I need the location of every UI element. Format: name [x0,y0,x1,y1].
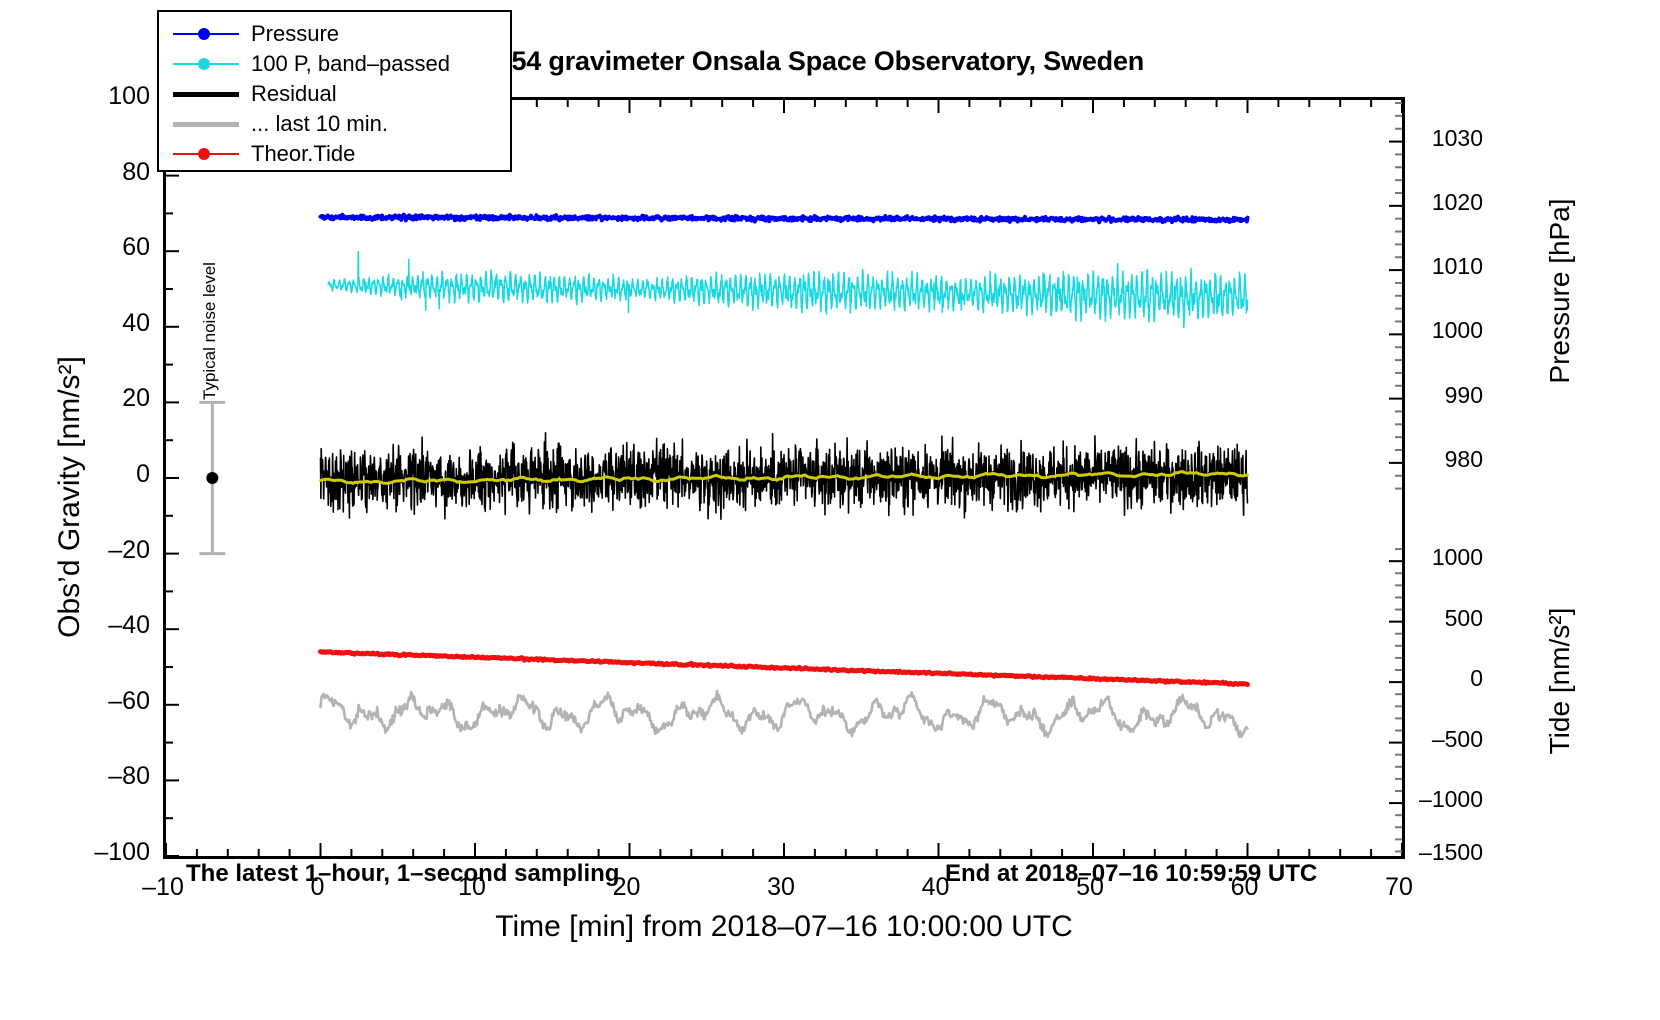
y-axis-label-tide: Tide [nm/s²] [1544,607,1575,755]
tide-tick-label: 1000 [1431,544,1483,571]
noise-level-label: Typical noise level [200,262,219,400]
page-title: SCG_054 gravimeter Onsala Space Observat… [423,46,1145,76]
legend-marker-icon [198,58,210,70]
legend-item-0[interactable]: Pressure [159,19,510,49]
x-tick-label: 30 [767,873,795,901]
pressure-tick-label: 1030 [1431,124,1483,151]
y-tick-label: 20 [122,384,150,413]
legend-line-icon [173,122,239,127]
y-tick-label: 80 [122,157,150,186]
legend-item-4[interactable]: Theor.Tide [159,139,510,169]
legend-item-1[interactable]: 100 P, band–passed [159,49,510,79]
pressure-tick-label: 980 [1444,445,1483,472]
pressure-tick-label: 990 [1444,381,1483,408]
y-axis-label-pressure: Pressure [hPa] [1544,198,1575,384]
x-tick-label: –10 [142,873,184,901]
footer-note-right: End at 2018–07–16 10:59:59 UTC [945,860,1318,887]
tide-tick-label: –1000 [1419,786,1483,813]
plot-area[interactable] [163,97,1405,859]
legend-marker-icon [198,148,210,160]
y-tick-label: 0 [136,460,150,488]
pressure-tick-label: 1010 [1431,253,1483,280]
legend-swatch [159,139,251,169]
plot-canvas [166,100,1402,856]
legend-item-3[interactable]: ... last 10 min. [159,109,510,139]
legend-item-label: Theor.Tide [251,141,356,166]
tide-tick-label: 0 [1470,665,1483,692]
x-tick-label: 60 [1230,873,1259,901]
y-tick-label: –100 [94,838,150,866]
x-tick-label: 10 [458,873,486,901]
y-tick-label: 40 [122,308,150,337]
pressure-tick-label: 1000 [1431,317,1483,344]
legend-item-label: Residual [251,81,337,106]
legend-item-label: 100 P, band–passed [251,51,450,76]
y-tick-label: –20 [108,535,150,564]
x-tick-label: 50 [1076,873,1104,901]
pressure-tick-label: 1020 [1431,188,1483,215]
tide-tick-label: –1500 [1419,839,1483,865]
legend-item-label: Pressure [251,21,340,46]
footer-note-left: The latest 1–hour, 1–second sampling [186,860,620,887]
x-tick-label: 0 [310,873,325,901]
x-tick-label: 20 [612,873,641,901]
x-tick-label: 40 [921,873,950,901]
legend-item-label: ... last 10 min. [251,111,388,136]
legend-marker-icon [198,28,210,40]
legend-line-icon [173,92,239,97]
y-tick-label: –60 [108,686,150,715]
y-tick-label: –40 [108,611,150,640]
legend-item-2[interactable]: Residual [159,79,510,109]
x-axis-label: Time [min] from 2018–07–16 10:00:00 UTC [495,910,1073,943]
legend-swatch [159,49,251,79]
tide-tick-label: 500 [1444,604,1483,631]
legend-swatch [159,79,251,109]
y-tick-label: –80 [108,762,150,791]
chart-legend[interactable]: Pressure 100 P, band–passed Residual ... la… [157,10,512,172]
legend-swatch [159,19,251,49]
tide-tick-label: –500 [1431,725,1483,752]
y-tick-label: 60 [122,233,150,262]
y-tick-label: 100 [108,82,150,110]
legend-swatch [159,109,251,139]
x-tick-label: 70 [1385,873,1413,901]
